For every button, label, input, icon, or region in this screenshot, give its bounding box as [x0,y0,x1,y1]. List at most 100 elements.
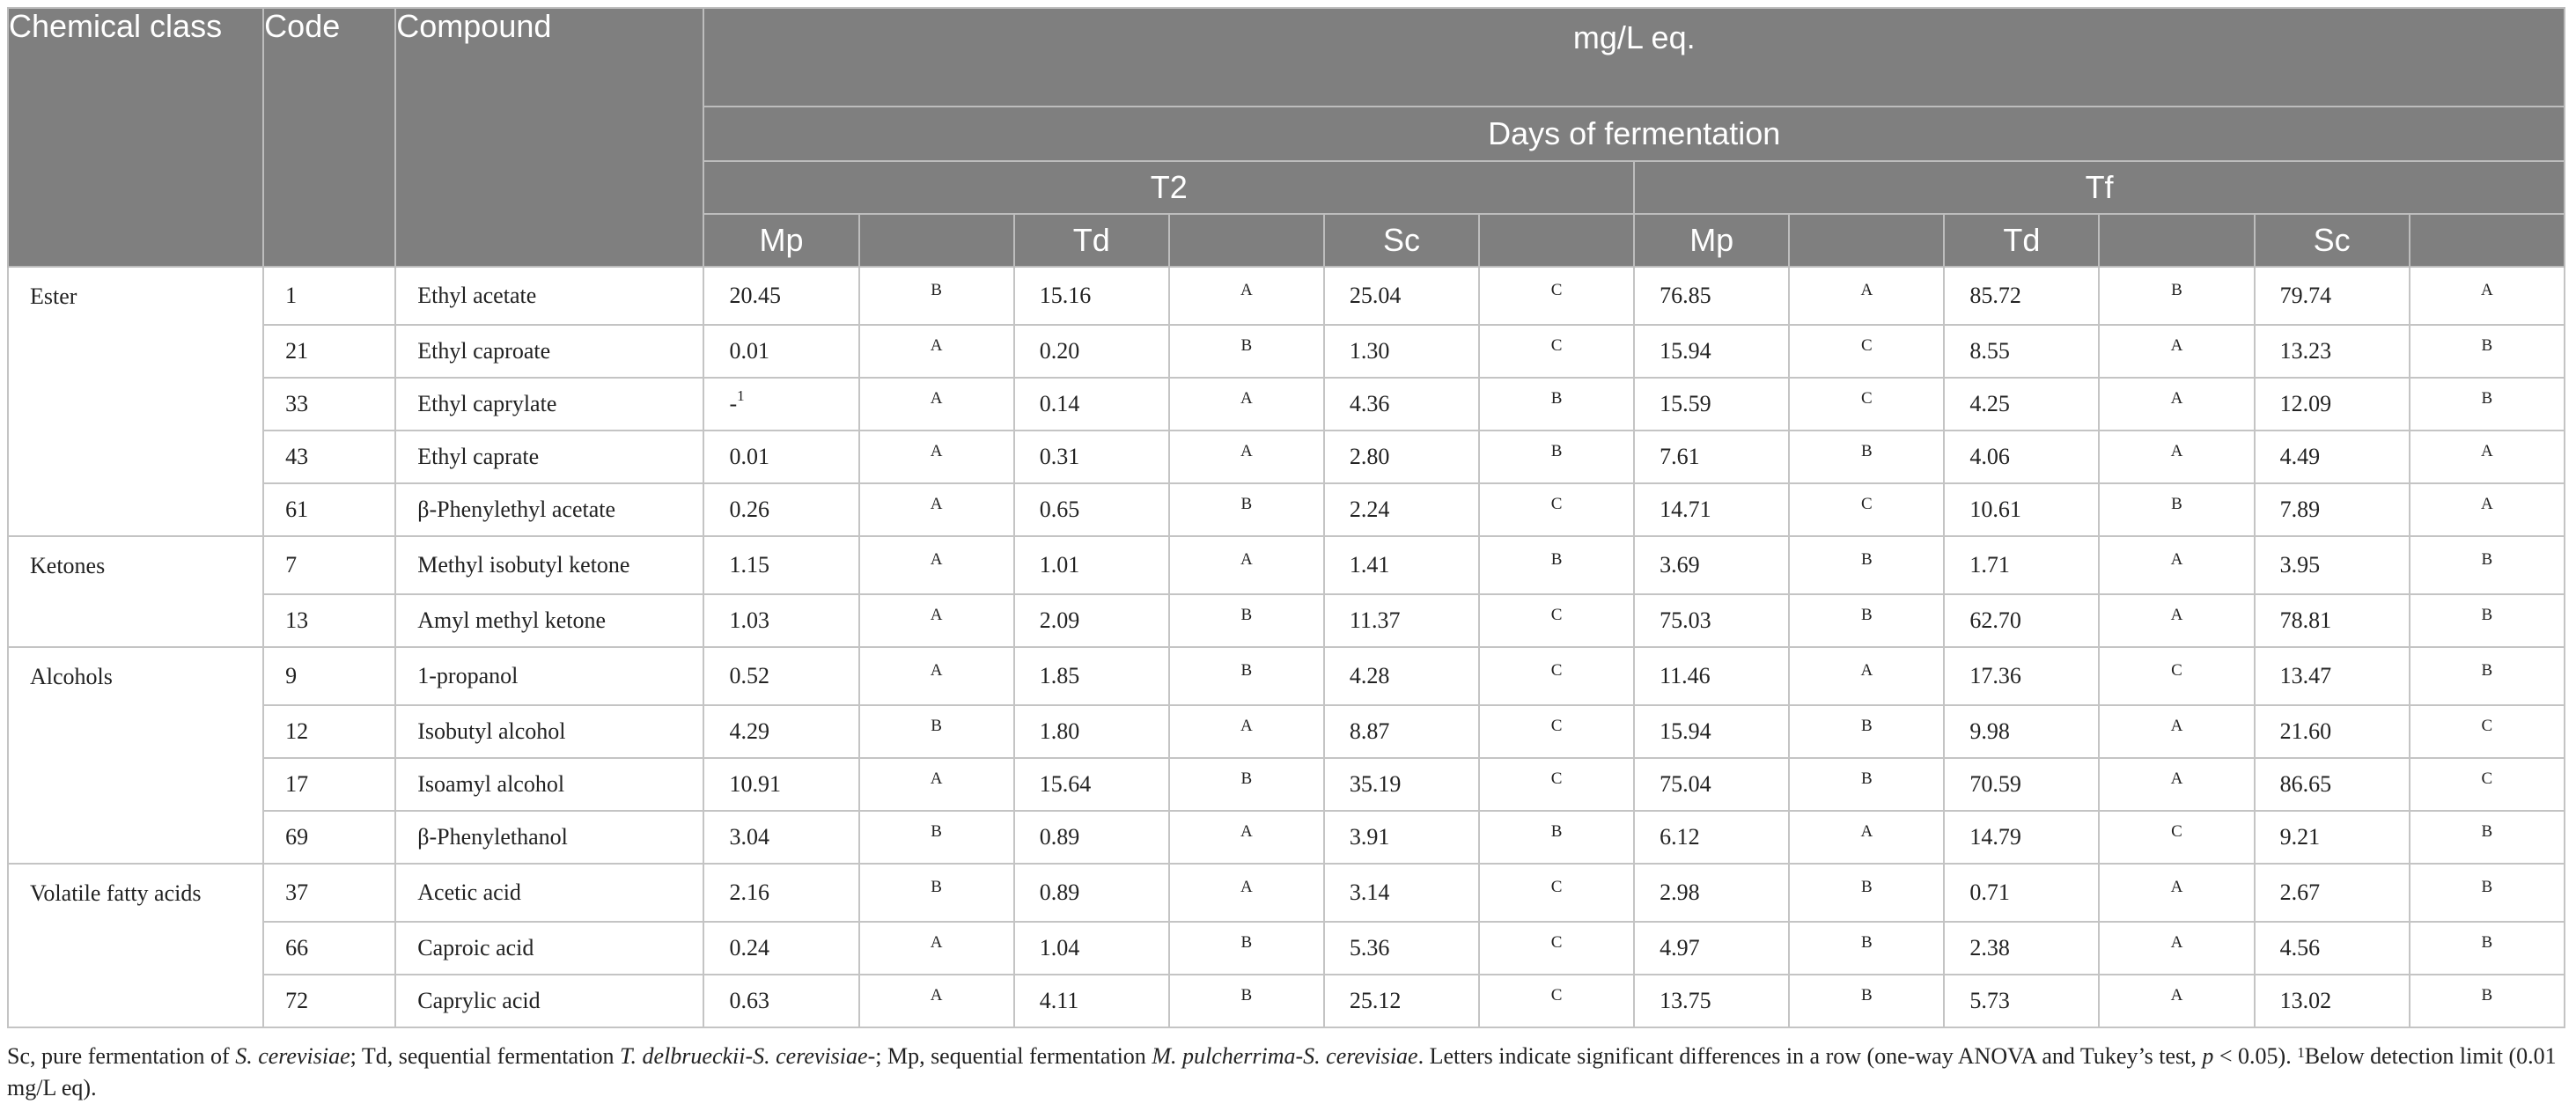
compound-cell: Caproic acid [394,921,705,975]
value-cell: 78.81 [2253,593,2410,648]
significance-letter: A [2170,336,2183,355]
header-code: Code [262,7,397,268]
significance-letter: A [2170,606,2183,624]
significance-letter: B [1860,550,1873,569]
value-cell: 15.94 [1633,704,1791,759]
value-cell: 0.52 [703,646,860,706]
significance-letter-cell: A [1788,266,1946,326]
significance-letter: C [1550,661,1563,680]
value-cell: 3.04 [703,810,860,865]
significance-letter: B [2481,986,2493,1005]
significance-letter-cell: A [2098,593,2256,648]
footnote-species-2: T. delbrueckii-S. cerevisiae [620,1043,868,1069]
value-cell: 3.14 [1322,863,1481,923]
header-compound: Compound [394,7,705,268]
significance-letter: B [1860,717,1873,735]
value-cell: 13.47 [2253,646,2410,706]
value-cell: 86.65 [2253,757,2410,812]
footnote-text-6: Below detection limit (0.01 mg/L eq). [7,1043,2557,1100]
code-cell: 17 [262,757,397,812]
value-cell: 1.15 [703,535,860,595]
table-header: Chemical class Code Compound mg/L eq. Da… [6,7,2566,268]
header-t2-td: Td [1012,213,1170,268]
value-cell: 4.36 [1322,377,1481,431]
significance-letter: A [2170,986,2183,1005]
significance-letter-cell: A [1167,266,1325,326]
footnote-text-5: < 0.05). [2213,1043,2298,1069]
code-cell: 61 [262,482,397,537]
significance-letter: A [930,661,943,680]
significance-letter-cell: A [1167,377,1325,431]
table-row: Ketones 7 Methyl isobutyl ketone 1.15 A 1.01 A… [6,535,2566,648]
code-cell: 33 [262,377,397,431]
value-cell: 70.59 [1943,757,2101,812]
significance-letter: B [1550,442,1563,460]
significance-letter-cell: B [2408,377,2566,431]
value-cell: 1.30 [1322,324,1481,379]
compound-cell: Isobutyl alcohol [394,704,705,759]
header-tf-mp: Mp [1633,213,1791,268]
significance-letter: B [931,878,942,896]
value-cell: 7.61 [1633,430,1791,484]
value-cell: 4.28 [1322,646,1481,706]
significance-letter: A [2170,878,2183,896]
significance-letter-cell: B [1788,430,1946,484]
value-cell: 0.65 [1012,482,1170,537]
significance-letter: C [1550,769,1563,788]
significance-letter: B [2481,389,2493,408]
significance-letter: B [1240,769,1253,788]
value-cell: 1.41 [1322,535,1481,595]
header-t2-mp-letter [857,213,1015,268]
value-cell: 8.55 [1943,324,2101,379]
table-row: 13 Amyl methyl ketone 1.03 A 2.09 B 11.37 C 75.0… [8,593,2566,648]
significance-letter-cell: A [857,974,1015,1028]
code-cell: 1 [262,266,397,326]
significance-letter: B [1860,878,1873,896]
significance-letter-cell: C [1478,704,1636,759]
significance-letter-cell: B [2408,810,2566,865]
significance-letter-cell: B [1788,757,1946,812]
value-cell: 4.11 [1012,974,1170,1028]
footnote-text-4: . Letters indicate significant differenc… [1417,1043,2203,1069]
significance-letter-cell: A [857,430,1015,484]
significance-letter-cell: A [2408,430,2566,484]
chemical-class-cell: Volatile fatty acids [6,863,265,1028]
table-row: 72 Caprylic acid 0.63 A 4.11 B 25.12 C 13.75 B 5.7… [8,974,2566,1028]
significance-letter-cell: B [1167,921,1325,975]
significance-letter: C [2481,769,2493,788]
significance-letter-cell: A [2098,430,2256,484]
value-cell: 2.67 [2253,863,2410,923]
significance-letter-cell: C [2098,646,2256,706]
value-cell: 2.24 [1322,482,1481,537]
value-cell: 20.45 [703,266,860,326]
value-cell: 14.71 [1633,482,1791,537]
significance-letter-cell: B [1167,757,1325,812]
value-cell: 0.24 [703,921,860,975]
code-cell: 66 [262,921,397,975]
value-cell: 79.74 [2253,266,2410,326]
value-cell: 9.21 [2253,810,2410,865]
significance-letter: B [2171,495,2182,513]
significance-letter: C [1550,933,1563,952]
value-cell: 2.16 [703,863,860,923]
significance-letter-cell: C [2408,704,2566,759]
significance-letter-cell: A [2408,266,2566,326]
significance-letter-cell: A [1167,430,1325,484]
significance-letter-cell: C [1478,863,1636,923]
value-cell: 2.09 [1012,593,1170,648]
compound-cell: Ethyl caproate [394,324,705,379]
significance-letter: C [2171,661,2182,680]
significance-letter-cell: C [1478,921,1636,975]
significance-letter: A [1240,550,1253,569]
value-cell: 0.01 [703,430,860,484]
significance-letter-cell: A [857,377,1015,431]
significance-letter: A [1240,822,1253,841]
compound-cell: Ethyl acetate [394,266,705,326]
table-row: 61 β-Phenylethyl acetate 0.26 A 0.65 B 2.24 C 14… [8,482,2566,537]
header-t2-sc: Sc [1322,213,1481,268]
value-cell: 0.71 [1943,863,2101,923]
significance-letter: B [1860,933,1873,952]
header-t2-td-letter [1167,213,1325,268]
significance-letter-cell: B [2408,646,2566,706]
significance-letter-cell: A [2098,377,2256,431]
